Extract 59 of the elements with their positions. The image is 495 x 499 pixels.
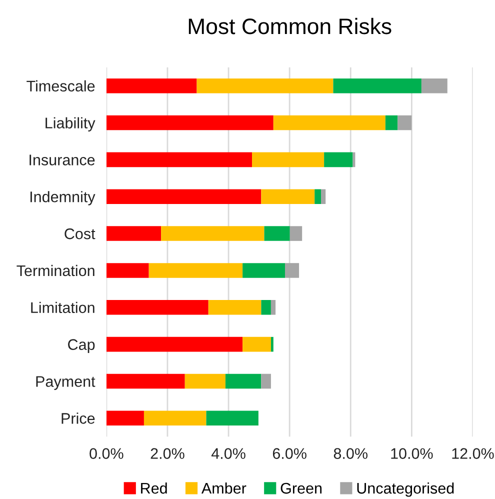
bar (273, 115, 386, 130)
x-tick-label: 8.0% (334, 448, 368, 459)
bar (324, 152, 353, 168)
y-tick-label: Limitation (31, 302, 94, 314)
x-tick-label: 2.0% (150, 448, 184, 459)
bar (225, 374, 262, 389)
legend-label: Amber (201, 482, 246, 494)
bar (106, 410, 144, 426)
y-tick-label: Termination (16, 264, 94, 276)
y-tick-label: Payment (36, 376, 96, 390)
x-tick-label: 10.0% (391, 448, 433, 459)
y-tick-label: Insurance (30, 154, 95, 166)
bar (106, 78, 197, 94)
bar (321, 189, 326, 204)
y-tick-label: Price (62, 412, 95, 424)
bar (385, 115, 398, 130)
bar (106, 152, 252, 168)
bar (208, 300, 262, 315)
bar (290, 226, 302, 241)
y-tick-label: Liability (46, 117, 96, 132)
bar (106, 115, 274, 130)
bar (106, 263, 149, 278)
bar (106, 300, 208, 315)
bar (398, 115, 412, 130)
bar (264, 226, 290, 241)
bar (106, 336, 243, 352)
bar (144, 410, 206, 426)
y-tick-label: Timescale (26, 80, 95, 92)
x-tick-label: 4.0% (211, 448, 246, 459)
y-tick-label: Indemnity (30, 191, 96, 206)
bar (333, 78, 422, 94)
bar (270, 300, 276, 315)
bar (148, 263, 243, 278)
bar (184, 374, 226, 389)
bar (252, 152, 324, 168)
bar (161, 226, 264, 241)
chart-title: Most Common Risks (188, 18, 392, 34)
bar (270, 336, 274, 352)
bar (106, 189, 262, 204)
bar (206, 410, 258, 426)
bar (261, 374, 271, 389)
bar (106, 226, 162, 241)
bar (242, 263, 285, 278)
bar (242, 336, 271, 352)
legend-label: Green (280, 482, 322, 494)
bar (421, 78, 448, 94)
y-tick-label: Cap (68, 339, 95, 354)
legend-label: Uncategorised (357, 482, 454, 497)
bar (261, 189, 315, 204)
bar (261, 300, 271, 315)
bar (314, 189, 322, 204)
bar (284, 263, 300, 278)
bar (196, 78, 334, 94)
bar (106, 374, 185, 389)
legend-label: Red (141, 482, 167, 494)
y-tick-label: Cost (64, 228, 96, 240)
x-tick-label: 12.0% (452, 448, 494, 459)
x-tick-label: 6.0% (272, 448, 306, 459)
x-tick-label: 0.0% (90, 448, 124, 459)
